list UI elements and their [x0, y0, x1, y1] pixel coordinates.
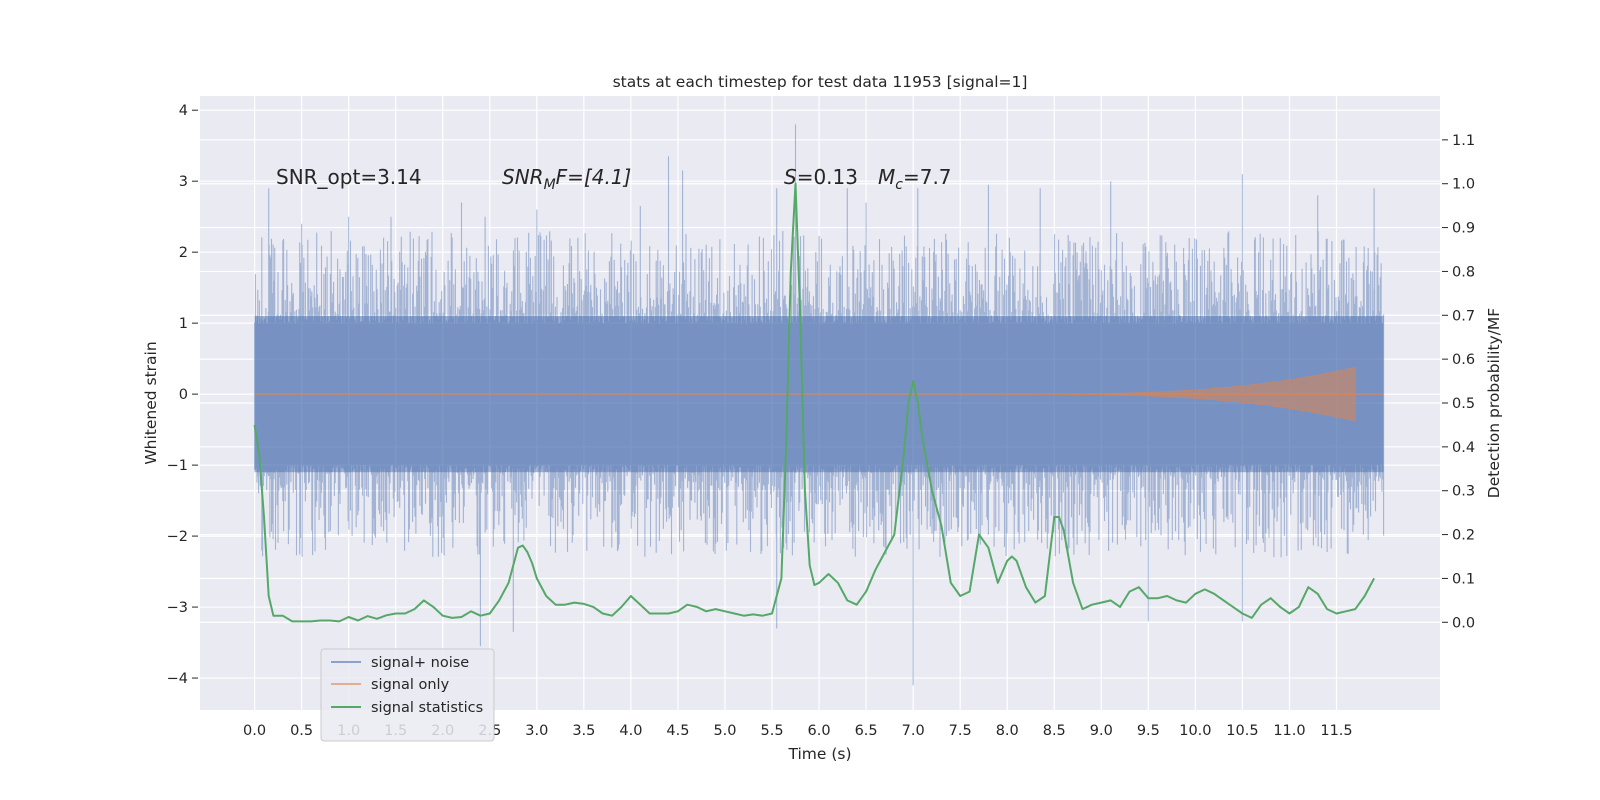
x-axis-label: Time (s): [787, 745, 851, 763]
y-tick-label-left: 0: [179, 387, 188, 403]
y-axis-right-ticks: 1.1 1.0 0.9 0.8 0.7 0.6 0.5 0.4 0.3 0.2 0.1 0.0: [1442, 133, 1475, 631]
y-tick-label-right: 1.0: [1452, 177, 1475, 193]
signal-only-chirp: [1007, 366, 1356, 422]
x-tick-label: 4.5: [666, 723, 689, 739]
y-tick-label-left: −1: [167, 458, 188, 474]
annotation-mc-value: =7.7: [903, 165, 952, 189]
annotation-mc-italic: M: [878, 165, 895, 189]
x-tick-label: 7.5: [949, 723, 972, 739]
y-tick-label-right: 0.1: [1452, 571, 1475, 587]
x-tick-label: 11.5: [1320, 723, 1352, 739]
y-tick-label-right: 0.5: [1452, 396, 1475, 412]
legend-box: [320, 648, 495, 742]
x-tick-label: 3.0: [525, 723, 548, 739]
x-tick-label: 7.0: [902, 723, 925, 739]
annotation-snr-mf-italic: SNR: [502, 165, 544, 189]
x-tick-label: 0.5: [290, 723, 313, 739]
y-tick-label-right: 0.6: [1452, 352, 1475, 368]
x-tick-label: 11.0: [1273, 723, 1305, 739]
legend-label-signal-only: signal only: [371, 677, 450, 693]
x-tick-label: 10.0: [1179, 723, 1211, 739]
annotation-snr-mf-subscript: M: [544, 177, 556, 193]
legend-label-signal-plus-noise: signal+ noise: [371, 655, 469, 671]
annotation-s: S=0.13: [784, 165, 858, 189]
annotation-snr-mf: SNRMF=[4.1]: [502, 165, 631, 193]
annotation-s-value: =0.13: [797, 165, 858, 189]
x-tick-label: 8.0: [996, 723, 1019, 739]
x-tick-label: 6.5: [855, 723, 878, 739]
x-tick-label: 4.0: [619, 723, 642, 739]
y-tick-label-left: 1: [179, 316, 188, 332]
x-tick-label: 5.0: [713, 723, 736, 739]
y-tick-label-right: 0.9: [1452, 221, 1475, 237]
y-axis-right-label: Detection probability/MF: [1485, 308, 1503, 499]
y-tick-label-right: 0.7: [1452, 308, 1475, 324]
y-axis-left-ticks: 4 3 2 1 0 −1 −2 −3 −4: [167, 103, 198, 687]
x-tick-label: 8.5: [1043, 723, 1066, 739]
annotation-s-italic: S: [784, 165, 797, 189]
y-tick-label-left: −3: [167, 600, 188, 616]
signal-statistics-line: [253, 182, 1375, 623]
x-tick-label: 10.5: [1226, 723, 1258, 739]
series-signal-statistics: [253, 182, 1375, 623]
y-tick-label-left: 3: [179, 174, 188, 190]
series-signal-only: [254, 366, 1384, 422]
y-tick-label-right: 0.4: [1452, 440, 1475, 456]
x-tick-label: 9.0: [1090, 723, 1113, 739]
y-axis-left-label: Whitened strain: [142, 341, 160, 464]
legend-label-signal-statistics: signal statistics: [371, 700, 483, 716]
x-tick-label: 5.5: [760, 723, 783, 739]
annotation-mc: Mc=7.7: [878, 165, 952, 193]
annotation-mc-subscript: c: [895, 177, 903, 193]
noise-trace: [254, 124, 1385, 686]
y-tick-label-right: 1.1: [1452, 133, 1475, 149]
y-tick-label-left: 4: [179, 103, 188, 119]
y-tick-label-right: 0.2: [1452, 528, 1475, 544]
x-tick-label: 6.0: [808, 723, 831, 739]
x-tick-label: 9.5: [1137, 723, 1160, 739]
y-tick-label-right: 0.8: [1452, 264, 1475, 280]
y-tick-label-left: −2: [167, 529, 188, 545]
legend: signal+ noise signal only signal statist…: [320, 648, 495, 742]
y-tick-label-right: 0.0: [1452, 615, 1475, 631]
x-tick-label: 3.5: [572, 723, 595, 739]
y-tick-label-left: −4: [167, 671, 188, 687]
chart-title: stats at each timestep for test data 119…: [613, 73, 1028, 91]
annotation-snr-opt: SNR_opt=3.14: [276, 165, 422, 189]
y-tick-label-left: 2: [179, 245, 188, 261]
x-tick-label: 0.0: [243, 723, 266, 739]
y-tick-label-right: 0.3: [1452, 484, 1475, 500]
annotation-snr-mf-tail: F=[4.1]: [556, 165, 632, 189]
